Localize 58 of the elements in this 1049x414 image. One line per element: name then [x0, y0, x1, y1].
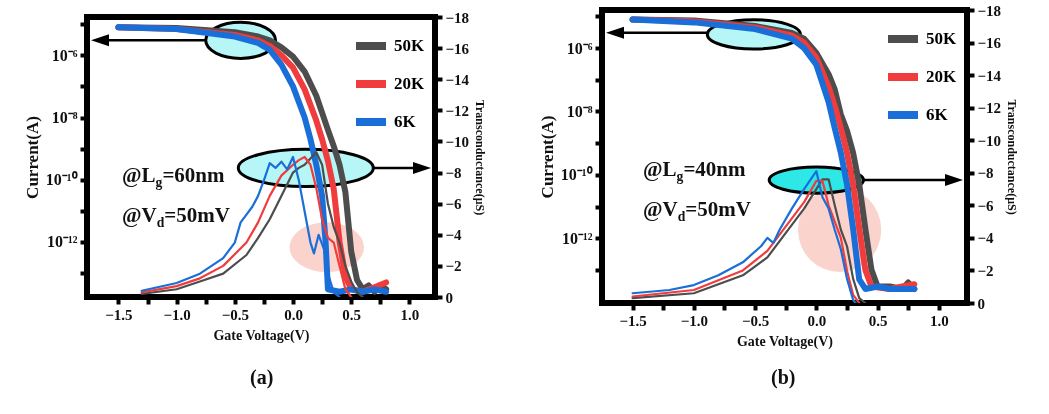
- text: (a): [250, 366, 274, 389]
- x-tick-label: 1.0: [400, 306, 420, 323]
- y-axis-title: Current(A): [22, 116, 42, 199]
- y2-tick-label: −16: [977, 35, 1002, 52]
- annotation: @L$_{g}$=40nm: [643, 157, 746, 186]
- y-tick-label: 10⁻⁸: [51, 109, 78, 126]
- x-tick-label: −0.5: [741, 312, 770, 329]
- legend-label: 20K: [926, 67, 957, 86]
- x-tick-label: −1.5: [105, 306, 133, 323]
- y2-tick-label: 0: [445, 289, 453, 306]
- annotation: @V$_{d}$=50mV: [643, 197, 751, 226]
- y-tick-label: 10⁻⁸: [566, 102, 593, 120]
- y2-tick-label: −4: [445, 227, 463, 244]
- legend-label: 6K: [926, 105, 949, 124]
- x-tick-label: 0.5: [868, 312, 888, 329]
- x-tick-label: 0.0: [284, 306, 303, 323]
- y2-tick-label: −10: [977, 132, 1002, 149]
- text: (b): [771, 366, 796, 389]
- y-tick-label: 10⁻¹⁰: [45, 171, 78, 189]
- annotation: @L$_{g}$=60nm: [122, 163, 225, 192]
- y2-axis-title: Transconductance(μS): [473, 99, 488, 216]
- y2-tick-label: −14: [445, 71, 470, 88]
- y2-tick-label: −2: [445, 258, 462, 275]
- x-tick-label: 0.5: [342, 306, 362, 323]
- y2-tick-label: −18: [445, 9, 470, 26]
- y2-tick-label: −6: [977, 197, 995, 214]
- legend-label: 20K: [394, 74, 425, 93]
- y-tick-label: 10⁻⁶: [566, 39, 593, 57]
- y2-axis-title: Transconductance(μS): [1005, 99, 1020, 215]
- x-axis-title: Gate Voltage(V): [736, 333, 834, 350]
- annotation: @V$_{d}$=50mV: [122, 203, 230, 232]
- y-tick-label: 10⁻¹²: [46, 233, 78, 251]
- y2-tick-label: −12: [445, 102, 470, 119]
- x-tick-label: −1.0: [163, 306, 191, 323]
- x-tick-label: −1.5: [619, 312, 647, 329]
- y2-tick-label: −10: [445, 133, 470, 150]
- y2-tick-label: −8: [977, 165, 994, 182]
- legend-label: 6K: [394, 112, 417, 131]
- y-tick-label: 10⁻¹²: [561, 229, 593, 247]
- y2-tick-label: −14: [977, 67, 1002, 84]
- y2-tick-label: −12: [977, 100, 1002, 117]
- y-tick-label: 10⁻⁶: [51, 46, 78, 64]
- y2-tick-label: −8: [445, 165, 462, 182]
- y-tick-label: 10⁻¹⁰: [560, 166, 593, 184]
- x-tick-label: 0.0: [807, 312, 827, 329]
- y2-tick-label: −4: [977, 230, 995, 247]
- y2-tick-label: −2: [977, 262, 994, 279]
- legend-label: 50K: [926, 29, 957, 48]
- x-tick-label: −0.5: [221, 306, 249, 323]
- y2-tick-label: −6: [445, 196, 463, 213]
- x-axis-title: Gate Voltage(V): [213, 327, 310, 344]
- x-tick-label: 1.0: [929, 312, 949, 329]
- y2-tick-label: 0: [977, 295, 985, 312]
- legend-label: 50K: [394, 36, 425, 55]
- x-tick-label: −1.0: [680, 312, 709, 329]
- y2-tick-label: −16: [445, 40, 470, 57]
- y2-tick-label: −18: [977, 2, 1002, 19]
- y-axis-title: Current(A): [537, 115, 557, 199]
